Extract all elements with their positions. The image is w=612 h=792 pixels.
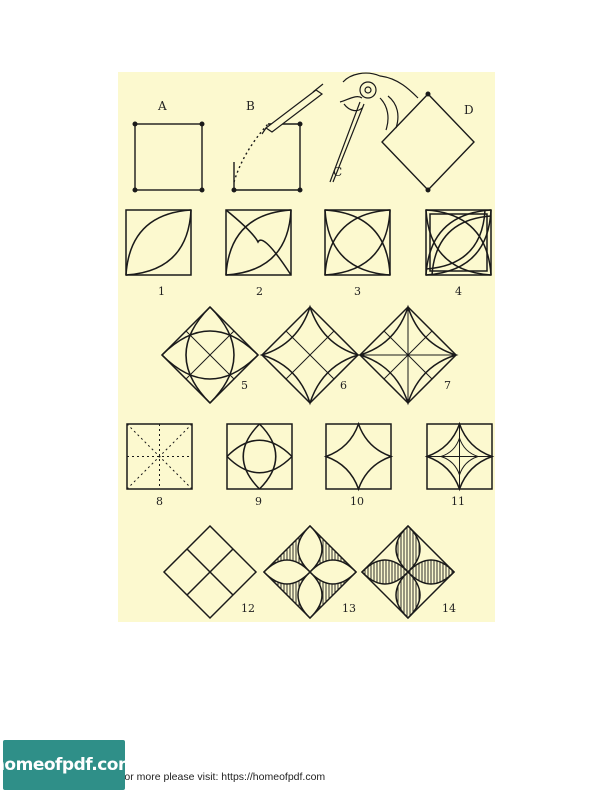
- footer-text: For more please visit: https://homeofpdf…: [118, 771, 326, 783]
- figure-7: [357, 304, 459, 406]
- label-d: D: [464, 103, 474, 117]
- figure-number-4: 4: [455, 285, 462, 298]
- figure-b-square: [231, 121, 303, 193]
- figure-8: [126, 423, 193, 490]
- figure-number-9: 9: [255, 495, 262, 508]
- figure-number-11: 11: [451, 495, 465, 508]
- label-c: C: [333, 165, 342, 179]
- diagram-plate: A B C D: [118, 72, 495, 622]
- figure-number-1: 1: [158, 285, 165, 298]
- figure-4: [425, 209, 492, 276]
- label-a: A: [157, 99, 167, 113]
- figure-number-5: 5: [241, 379, 248, 392]
- geometric-figures-diagram: A B C D: [125, 72, 495, 620]
- figure-number-7: 7: [444, 379, 451, 392]
- figure-14: [360, 524, 456, 620]
- figure-13: [262, 524, 358, 620]
- homeofpdf-badge-link[interactable]: homeofpdf.com: [0, 740, 136, 790]
- figure-number-6: 6: [340, 379, 347, 392]
- figure-6: [259, 304, 361, 406]
- figure-number-12: 12: [241, 602, 255, 615]
- figure-number-8: 8: [156, 495, 163, 508]
- figure-2: [225, 209, 292, 276]
- figure-5: [160, 305, 260, 405]
- figure-10: [323, 421, 394, 492]
- figure-d-diamond: [381, 91, 475, 193]
- figure-number-14: 14: [442, 602, 456, 615]
- figure-number-3: 3: [354, 285, 361, 298]
- figure-11: [424, 421, 495, 492]
- figure-12: [162, 524, 258, 620]
- compass-with-hand: [261, 72, 419, 183]
- figure-a-square: [132, 121, 205, 193]
- figure-9: [226, 423, 293, 490]
- badge-label: homeofpdf.com: [0, 755, 136, 775]
- figure-1: [125, 209, 192, 276]
- figure-3: [324, 209, 391, 276]
- label-b: B: [246, 99, 255, 113]
- figure-number-2: 2: [256, 285, 263, 298]
- figure-number-13: 13: [342, 602, 356, 615]
- figure-number-10: 10: [350, 495, 364, 508]
